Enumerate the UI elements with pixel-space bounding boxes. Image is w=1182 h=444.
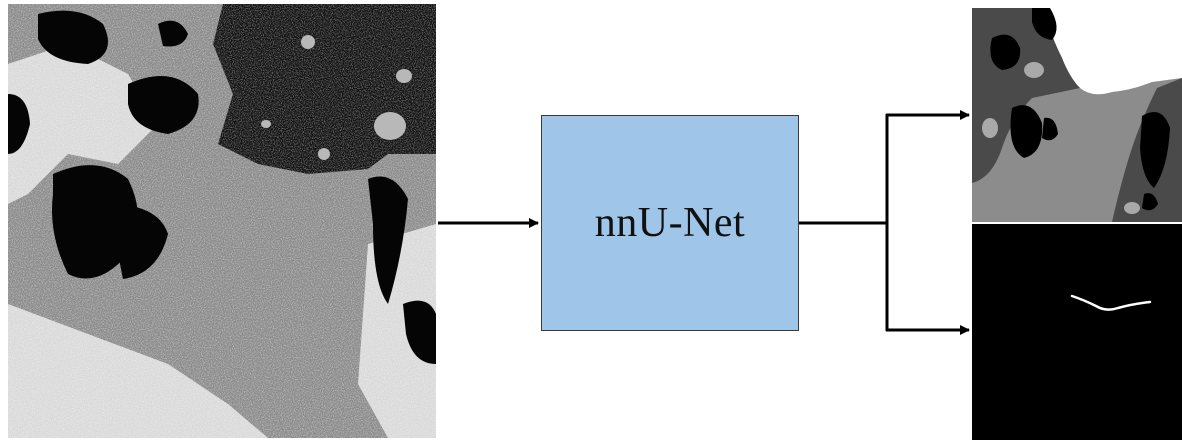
calving-front-line bbox=[1070, 294, 1152, 311]
sar-icebergs bbox=[261, 35, 412, 160]
model-label: nnU-Net bbox=[594, 200, 746, 246]
calving-front-graphic bbox=[972, 224, 1182, 440]
zone-segmentation-output bbox=[972, 8, 1182, 222]
front-background bbox=[972, 224, 1182, 440]
input-sar-image-graphic bbox=[8, 4, 436, 438]
mixed-regions bbox=[982, 62, 1140, 214]
ocean-zone bbox=[1042, 8, 1182, 95]
zone-segmentation-graphic bbox=[972, 8, 1182, 222]
nnunet-model-box: nnU-Net bbox=[541, 115, 799, 331]
input-sar-image bbox=[8, 4, 436, 438]
na-regions bbox=[990, 8, 1170, 211]
calving-front-output bbox=[972, 224, 1182, 440]
sar-dark-holes bbox=[8, 10, 436, 364]
